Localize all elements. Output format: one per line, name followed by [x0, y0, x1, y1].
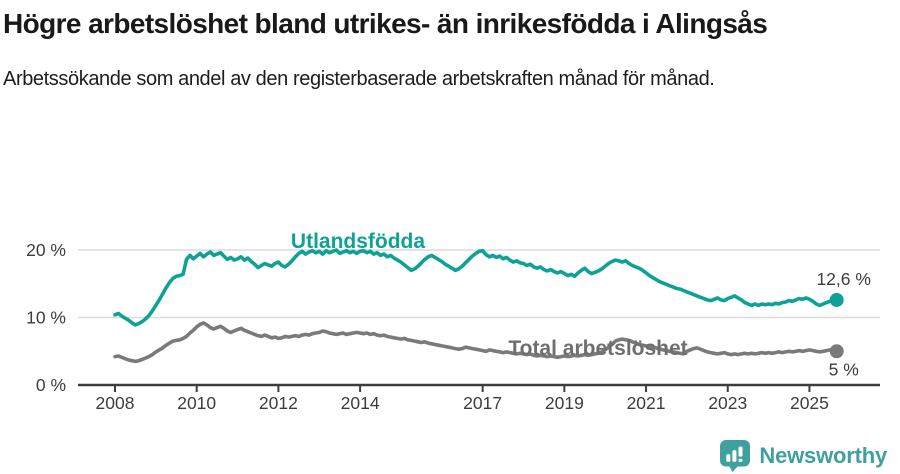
x-tick-label: 2023: [708, 393, 747, 413]
series-end-value-label: 5 %: [829, 359, 859, 379]
x-tick-label: 2025: [790, 393, 829, 413]
newsworthy-wordmark: Newsworthy: [759, 442, 887, 468]
x-tick-label: 2017: [463, 393, 502, 413]
x-tick-label: 2010: [177, 393, 216, 413]
y-tick-label: 10 %: [26, 308, 66, 328]
series-end-dot-total: [829, 344, 844, 359]
x-tick-label: 2021: [627, 393, 666, 413]
x-tick-label: 2014: [341, 393, 380, 413]
x-tick-label: 2019: [545, 393, 584, 413]
y-tick-label: 20 %: [26, 240, 66, 260]
newsworthy-bubble-icon: [720, 440, 751, 472]
x-tick-label: 2008: [96, 393, 135, 413]
series-end-value-label: 12,6 %: [816, 269, 870, 289]
series-label-total: Total arbetslöshet: [508, 337, 687, 360]
series-end-dot-utlandsfodda: [829, 292, 844, 307]
chart-header: Högre arbetslöshet bland utrikes- än inr…: [3, 5, 768, 95]
x-tick-label: 2012: [259, 393, 298, 413]
series-label-utlandsfodda: Utlandsfödda: [291, 230, 425, 253]
series-line-total: [113, 321, 839, 364]
y-tick-label: 0 %: [36, 375, 66, 395]
newsworthy-logo[interactable]: Newsworthy: [719, 439, 887, 472]
chart-subtitle: Arbetssökande som andel av den registerb…: [3, 68, 715, 91]
series-line-utlandsfodda: [113, 248, 839, 327]
page-title: Högre arbetslöshet bland utrikes- än inr…: [3, 8, 768, 39]
